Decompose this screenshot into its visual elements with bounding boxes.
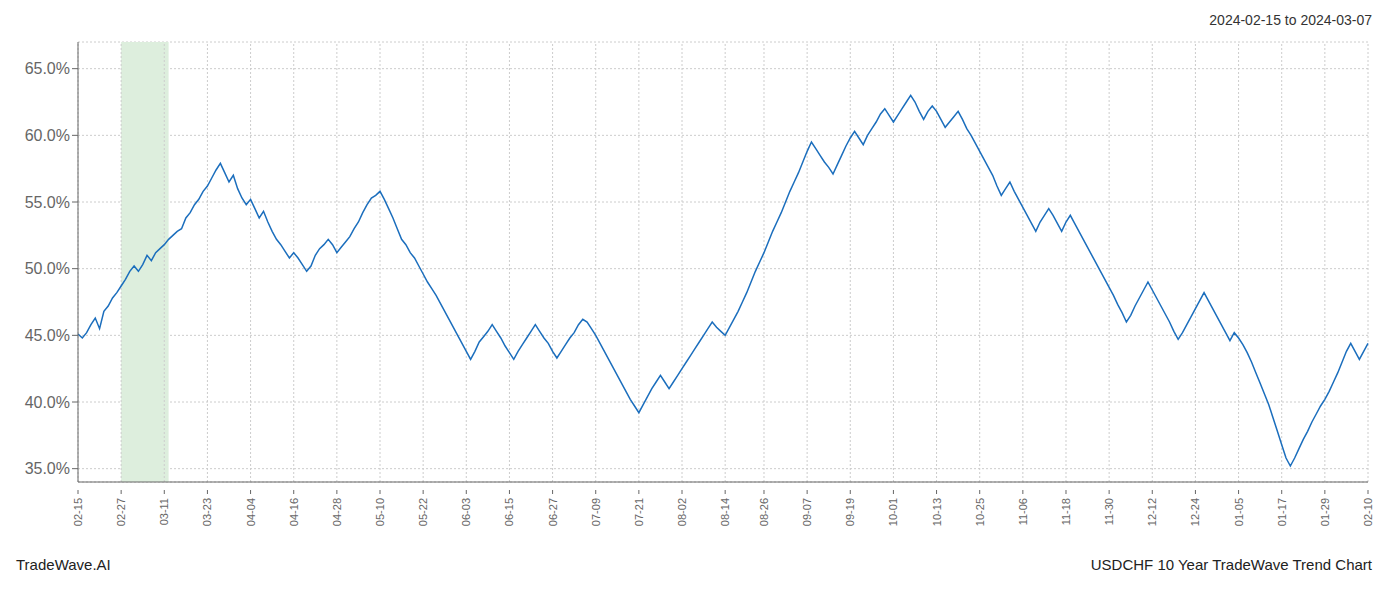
- svg-text:07-09: 07-09: [590, 498, 602, 526]
- svg-text:06-15: 06-15: [503, 498, 515, 526]
- svg-text:40.0%: 40.0%: [25, 394, 70, 411]
- svg-text:55.0%: 55.0%: [25, 194, 70, 211]
- svg-text:08-02: 08-02: [676, 498, 688, 526]
- svg-text:01-29: 01-29: [1319, 498, 1331, 526]
- svg-text:10-25: 10-25: [974, 498, 986, 526]
- svg-text:07-21: 07-21: [633, 498, 645, 526]
- svg-text:06-03: 06-03: [460, 498, 472, 526]
- svg-text:11-18: 11-18: [1060, 498, 1072, 525]
- svg-text:10-13: 10-13: [931, 498, 943, 526]
- svg-text:10-01: 10-01: [887, 498, 899, 526]
- svg-text:05-10: 05-10: [374, 498, 386, 526]
- svg-text:45.0%: 45.0%: [25, 327, 70, 344]
- svg-text:08-14: 08-14: [719, 498, 731, 526]
- svg-text:11-30: 11-30: [1103, 498, 1115, 525]
- svg-text:65.0%: 65.0%: [25, 60, 70, 77]
- svg-text:04-16: 04-16: [288, 498, 300, 526]
- svg-text:01-17: 01-17: [1276, 498, 1288, 526]
- svg-text:60.0%: 60.0%: [25, 127, 70, 144]
- svg-text:09-19: 09-19: [844, 498, 856, 526]
- svg-text:02-15: 02-15: [72, 498, 84, 526]
- svg-text:05-22: 05-22: [417, 498, 429, 526]
- svg-text:04-04: 04-04: [245, 498, 257, 526]
- html-text:2024-02-15 to 2024-03-07: 2024-02-15 to 2024-03-07: [1209, 12, 1372, 28]
- svg-text:03-11: 03-11: [158, 498, 170, 525]
- svg-text:12-24: 12-24: [1189, 498, 1201, 526]
- svg-text:11-06: 11-06: [1017, 498, 1029, 525]
- svg-text:35.0%: 35.0%: [25, 460, 70, 477]
- svg-text:02-10: 02-10: [1362, 498, 1374, 526]
- svg-text:12-12: 12-12: [1146, 498, 1158, 526]
- html-text:TradeWave.AI: TradeWave.AI: [16, 556, 111, 573]
- svg-text:06-27: 06-27: [547, 498, 559, 526]
- svg-text:08-26: 08-26: [758, 498, 770, 526]
- svg-text:50.0%: 50.0%: [25, 260, 70, 277]
- svg-text:03-23: 03-23: [201, 498, 213, 526]
- svg-text:01-05: 01-05: [1233, 498, 1245, 526]
- svg-text:09-07: 09-07: [801, 498, 813, 526]
- html-text:USDCHF 10 Year TradeWave Trend: USDCHF 10 Year TradeWave Trend Chart: [1090, 556, 1372, 573]
- svg-text:04-28: 04-28: [331, 498, 343, 526]
- svg-text:02-27: 02-27: [115, 498, 127, 526]
